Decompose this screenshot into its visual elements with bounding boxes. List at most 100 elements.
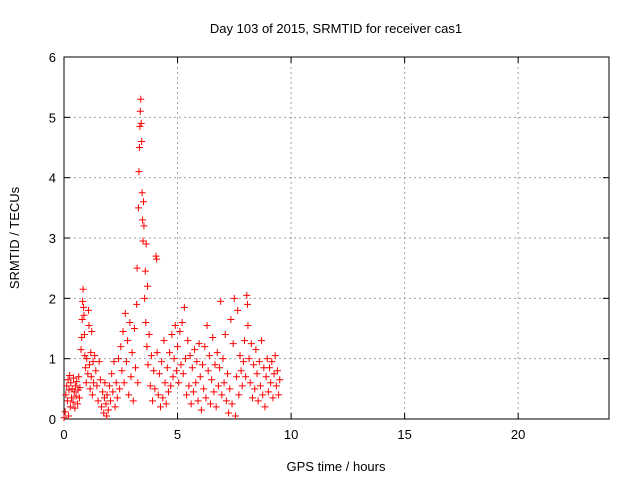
data-point (134, 379, 142, 387)
data-point (103, 412, 111, 420)
data-point (244, 321, 252, 329)
data-point (259, 391, 267, 399)
data-point (219, 355, 227, 363)
data-point (200, 385, 208, 393)
data-point (186, 352, 194, 360)
data-point (71, 404, 79, 412)
data-point (245, 355, 253, 363)
data-point (74, 400, 82, 408)
data-point (84, 370, 92, 378)
data-point (87, 349, 95, 357)
data-point (136, 122, 144, 130)
data-point (189, 388, 197, 396)
data-point (82, 379, 90, 387)
x-tick-label: 0 (60, 427, 67, 442)
data-point (267, 379, 275, 387)
data-point (91, 352, 99, 360)
data-point (103, 391, 111, 399)
data-point (87, 373, 95, 381)
data-point (82, 364, 90, 372)
data-point (137, 119, 145, 127)
data-point (229, 340, 237, 348)
data-point (204, 367, 212, 375)
data-point (178, 318, 186, 326)
data-point (213, 349, 221, 357)
data-point (63, 382, 71, 390)
data-point (90, 379, 98, 387)
data-point (141, 294, 149, 302)
data-point (157, 403, 165, 411)
data-point (164, 388, 172, 396)
y-axis-title: SRMTID / TECUs (7, 186, 22, 289)
data-point (192, 379, 200, 387)
data-point (134, 204, 142, 212)
y-tick-label: 4 (49, 171, 56, 186)
data-point (75, 373, 83, 381)
data-point (80, 311, 88, 319)
data-point (60, 414, 68, 422)
data-point (234, 306, 242, 314)
data-point (112, 379, 120, 387)
data-point (153, 255, 161, 263)
data-point (142, 240, 150, 248)
data-point (126, 318, 134, 326)
data-point (88, 328, 96, 336)
data-point (251, 385, 259, 393)
data-point (105, 382, 113, 390)
data-point (193, 358, 201, 366)
grid (64, 57, 609, 419)
data-point (111, 403, 119, 411)
data-point (158, 358, 166, 366)
data-point (132, 364, 140, 372)
data-point (67, 379, 75, 387)
data-point (197, 406, 205, 414)
data-point (66, 403, 74, 411)
data-point (242, 373, 250, 381)
data-point (166, 349, 174, 357)
data-point (176, 328, 184, 336)
data-point (75, 394, 83, 402)
y-tick-label: 5 (49, 110, 56, 125)
data-point (262, 373, 270, 381)
data-point (95, 358, 103, 366)
data-point (85, 321, 93, 329)
data-point (102, 400, 110, 408)
data-point (121, 309, 129, 317)
data-point (231, 412, 239, 420)
data-point (143, 343, 151, 351)
data-point (191, 346, 199, 354)
data-point (172, 367, 180, 375)
data-point (113, 394, 121, 402)
data-point (135, 144, 143, 151)
data-point (187, 400, 195, 408)
data-point (252, 346, 260, 354)
data-point (169, 373, 177, 381)
data-point (210, 388, 218, 396)
data-point (217, 297, 225, 305)
data-point (241, 337, 249, 345)
data-point (214, 382, 222, 390)
data-point (153, 349, 161, 357)
data-point (224, 370, 231, 378)
data-point (183, 391, 191, 399)
data-point (100, 409, 108, 417)
data-point (221, 331, 229, 339)
data-point (78, 315, 86, 323)
x-tick-label: 20 (511, 427, 525, 442)
data-point (128, 349, 136, 357)
data-point (218, 391, 226, 399)
data-point (116, 385, 124, 393)
data-point (61, 408, 69, 416)
data-point (139, 237, 147, 245)
data-point (65, 386, 73, 394)
data-point (63, 397, 71, 405)
data-point (264, 388, 272, 396)
data-point (270, 370, 278, 378)
data-point (222, 397, 230, 405)
data-point (108, 370, 116, 378)
data-point (208, 376, 216, 384)
data-point (139, 198, 147, 206)
data-point (99, 388, 107, 396)
data-point (216, 364, 224, 372)
